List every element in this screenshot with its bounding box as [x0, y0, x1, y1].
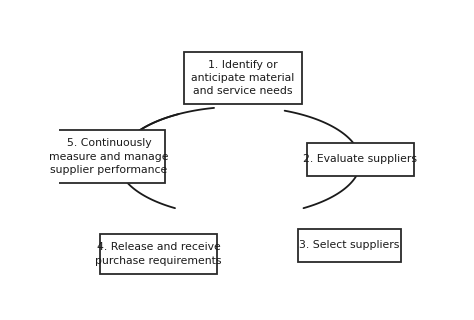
Text: 5. Continuously
measure and manage
supplier performance: 5. Continuously measure and manage suppl… — [49, 139, 169, 175]
FancyBboxPatch shape — [307, 142, 414, 176]
Text: 3. Select suppliers: 3. Select suppliers — [299, 240, 400, 250]
FancyBboxPatch shape — [184, 52, 301, 104]
Text: 2. Evaluate suppliers: 2. Evaluate suppliers — [303, 154, 418, 164]
FancyBboxPatch shape — [298, 229, 401, 262]
FancyBboxPatch shape — [100, 234, 217, 274]
Text: 4. Release and receive
purchase requirements: 4. Release and receive purchase requirem… — [95, 243, 222, 266]
Text: 1. Identify or
anticipate material
and service needs: 1. Identify or anticipate material and s… — [191, 60, 294, 96]
FancyBboxPatch shape — [53, 130, 165, 183]
